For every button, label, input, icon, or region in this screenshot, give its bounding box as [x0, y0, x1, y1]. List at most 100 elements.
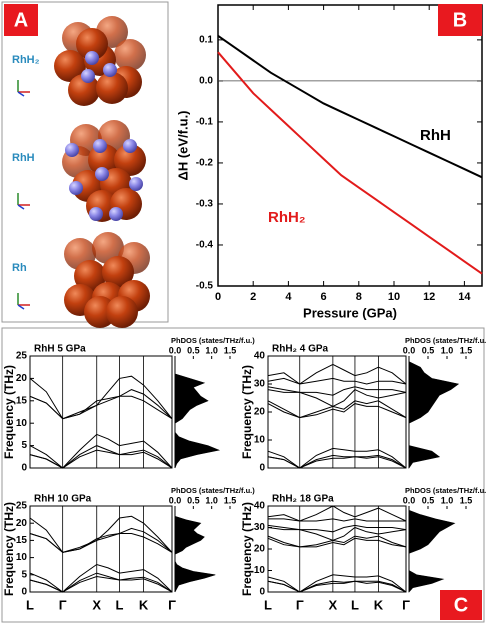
x-tick-label: 0 — [215, 291, 221, 303]
panel-label: C — [454, 594, 468, 616]
x-tick-label: 2 — [250, 291, 256, 303]
panel-c-frame — [1, 327, 485, 623]
y-axis-label: Frequency (THz) — [240, 502, 254, 596]
y-tick-label: 0.0 — [199, 76, 213, 87]
phonon-band — [29, 515, 173, 553]
rh-atom — [92, 232, 124, 264]
phonon-band — [29, 395, 173, 420]
y-tick-label: 5 — [21, 440, 27, 451]
series-line — [217, 51, 483, 275]
x-tick-label: 6 — [321, 291, 327, 303]
rh-atom — [88, 144, 120, 176]
dos-label: PhDOS (states/THz/f.u.) — [171, 336, 255, 345]
axis-triad — [17, 204, 25, 210]
rh-atom — [96, 72, 128, 104]
series-line — [217, 34, 483, 179]
phonon-band — [267, 505, 407, 522]
y-tick-label: 30 — [254, 522, 266, 533]
plot-frame — [29, 505, 173, 593]
phonon-band — [267, 403, 407, 419]
x-tick-label: 8 — [356, 291, 362, 303]
dos-label: PhDOS (states/THz/f.u.) — [405, 336, 486, 345]
dos-area — [174, 356, 221, 469]
phonon-band — [267, 400, 407, 419]
h-atom — [93, 139, 107, 153]
structure-label: RhH₂ — [12, 54, 40, 66]
structures — [17, 16, 150, 328]
k-label: L — [115, 597, 123, 612]
y-tick-label: 15 — [16, 535, 28, 546]
y-axis-label: Frequency (THz) — [2, 365, 16, 459]
rh-atom — [102, 256, 134, 288]
y-tick-label: 30 — [254, 379, 266, 390]
x-tick-label: 10 — [388, 291, 400, 303]
dos-tick-label: 0.5 — [422, 495, 435, 505]
rh-atom — [114, 39, 146, 71]
phonon-band — [267, 388, 407, 407]
phonon-band — [267, 526, 407, 541]
plot-title: RhH 10 GPa — [34, 494, 92, 505]
k-label: K — [374, 597, 384, 612]
phonon-band — [268, 518, 406, 522]
h-atom — [109, 207, 123, 221]
dos-tick-label: 0.5 — [187, 495, 200, 505]
k-label: L — [264, 597, 272, 612]
k-label: L — [26, 597, 34, 612]
phonon-band — [29, 533, 173, 553]
dos-tick-label: 1.5 — [460, 345, 473, 355]
y-tick-label: 25 — [16, 351, 28, 362]
dos-tick-label: 0.0 — [169, 495, 182, 505]
h-atom — [95, 167, 109, 181]
phonon-band — [29, 433, 173, 469]
y-axis-label: Frequency (THz) — [240, 365, 254, 459]
dos-tick-label: 0.0 — [403, 345, 416, 355]
panel-label-box — [440, 590, 482, 620]
axis-triad — [17, 91, 25, 97]
phonon-band — [267, 386, 407, 396]
y-tick-label: -0.2 — [196, 158, 214, 169]
dos-area — [408, 506, 456, 593]
dos-area — [174, 506, 216, 593]
h-atom — [65, 143, 79, 157]
phonon-band — [29, 375, 173, 420]
k-label: Γ — [59, 597, 67, 612]
phonon-band — [267, 580, 407, 593]
axis-triad — [17, 304, 25, 310]
phonon-band — [267, 574, 407, 593]
rh-atom — [74, 260, 106, 292]
series-label: RhH₂ — [268, 209, 306, 226]
k-label: L — [351, 597, 359, 612]
phonon-band — [29, 389, 173, 420]
dos-tick-label: 1.0 — [205, 495, 218, 505]
x-tick-label: 12 — [423, 291, 435, 303]
plot-title: RhH₂ 4 GPa — [272, 344, 329, 355]
y-tick-label: 0 — [259, 587, 265, 598]
phonon-band — [29, 449, 173, 469]
y-tick-label: 20 — [254, 544, 266, 555]
phonon-band — [267, 456, 407, 469]
y-tick-label: 0 — [21, 463, 27, 474]
y-tick-label: 40 — [254, 501, 266, 512]
panel-a-frame — [1, 1, 169, 323]
k-label: Γ — [296, 597, 304, 612]
y-tick-label: 25 — [16, 501, 28, 512]
dos-tick-label: 1.0 — [441, 495, 454, 505]
h-atom — [85, 51, 99, 65]
k-label: X — [329, 597, 338, 612]
dos-tick-label: 1.0 — [441, 345, 454, 355]
y-tick-label: 10 — [254, 435, 266, 446]
phonon-band — [29, 445, 173, 469]
dos-label: PhDOS (states/THz/f.u.) — [405, 486, 486, 495]
structure-label: RhH — [12, 152, 35, 164]
dos-tick-label: 1.0 — [205, 345, 218, 355]
phonon-band — [29, 575, 173, 593]
dos-tick-label: 1.5 — [224, 345, 237, 355]
y-tick-label: 20 — [16, 373, 28, 384]
plot-frame — [217, 4, 483, 287]
dos-area — [408, 356, 460, 469]
dos-tick-label: 0.5 — [422, 345, 435, 355]
phonon-band — [29, 572, 173, 593]
x-tick-label: 14 — [458, 291, 471, 303]
phonon-band — [267, 447, 407, 469]
y-tick-label: 0 — [259, 463, 265, 474]
